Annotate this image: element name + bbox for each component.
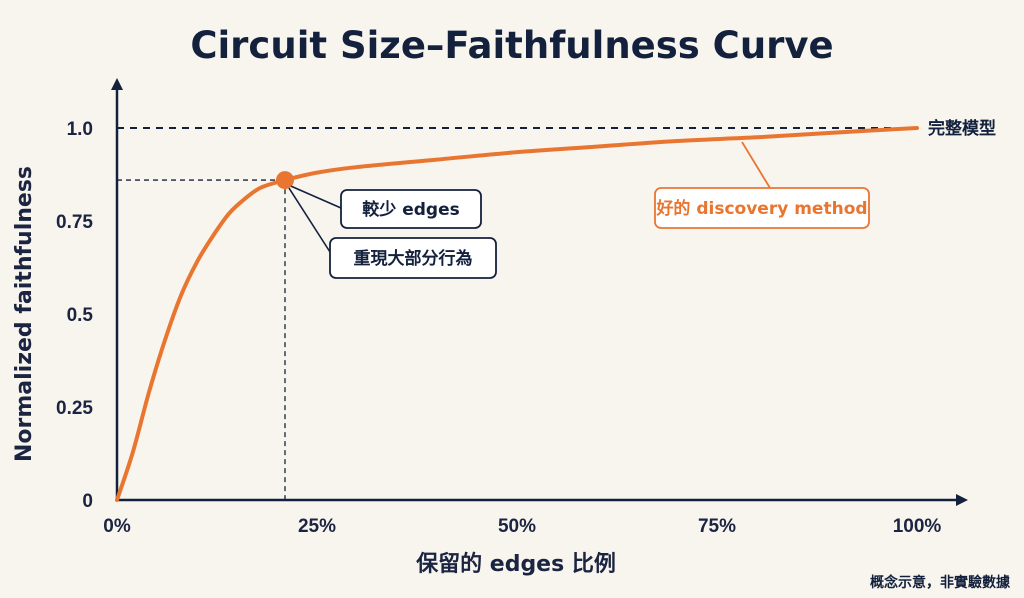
y-tick-label: 0.75 (56, 212, 93, 233)
annotation-behavior: 重現大部分行為 (354, 248, 473, 269)
callout-connector (288, 187, 331, 253)
guide-lines: 完整模型 (117, 118, 996, 500)
footnote: 概念示意，非實驗數據 (870, 574, 1011, 591)
series-group (115, 126, 919, 502)
reference-label: 完整模型 (928, 118, 996, 139)
callout-box (340, 189, 482, 229)
y-tick-label: 0.5 (67, 305, 94, 326)
chart-title: Circuit Size–Faithfulness Curve (190, 24, 833, 67)
x-tick-label: 0% (103, 516, 131, 537)
callouts: 較少 edges 重現大部分行為 好的 discovery method (288, 141, 870, 279)
series-label-box (654, 187, 870, 229)
tick-labels: 0% 25% 50% 75% 100% 0 0.25 0.5 0.75 1.0 (56, 119, 941, 537)
x-tick-label: 100% (893, 516, 942, 537)
series-label: 好的 discovery method (655, 198, 867, 219)
series-line (115, 126, 919, 502)
highlight-point (276, 171, 294, 190)
callout-box (329, 237, 497, 279)
x-tick-label: 25% (298, 516, 336, 537)
x-tick-label: 50% (498, 516, 536, 537)
callout-connector (290, 185, 342, 209)
axes (111, 78, 968, 506)
annotation-fewer-edges: 較少 edges (362, 199, 459, 220)
y-axis-title: Normalized faithfulness (12, 166, 37, 462)
series-label-connector (741, 141, 771, 189)
y-tick-label: 1.0 (67, 119, 93, 140)
x-axis-title: 保留的 edges 比例 (415, 551, 616, 577)
x-tick-label: 75% (698, 516, 736, 537)
y-tick-label: 0 (82, 491, 93, 512)
y-tick-label: 0.25 (56, 398, 93, 419)
